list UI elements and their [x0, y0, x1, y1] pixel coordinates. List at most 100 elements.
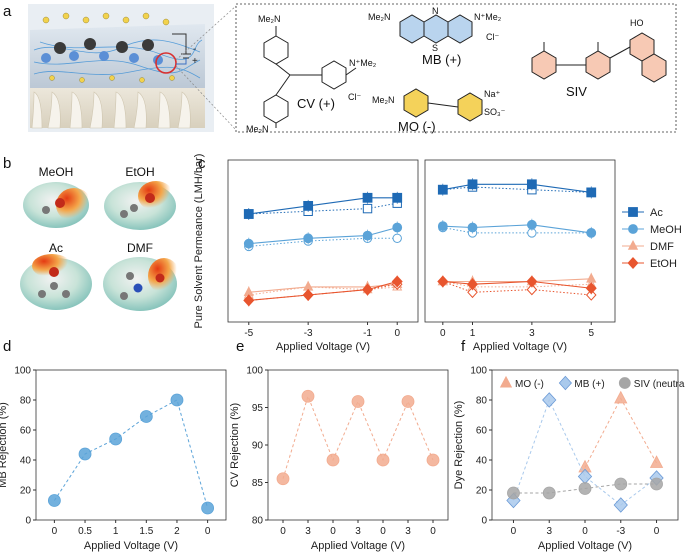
- data-point: [526, 219, 537, 230]
- solvent-particles: [42, 12, 175, 83]
- y-tick-label: 60: [20, 426, 32, 437]
- data-point: [362, 192, 373, 203]
- x-tick-label: 3: [529, 328, 535, 339]
- data-point: [578, 482, 592, 495]
- series-solid-line: [248, 197, 398, 215]
- mb-group-left: Me₂N: [368, 12, 391, 22]
- panel-label-e: e: [236, 338, 244, 355]
- x-tick-label: 0: [430, 526, 436, 537]
- series-dashed-line: [248, 202, 398, 215]
- data-point: [243, 286, 254, 297]
- data-point: [170, 393, 184, 407]
- data-point: [362, 283, 374, 296]
- esp-surfaces: MeOH EtOH Ac DMF: [20, 165, 180, 311]
- chart-c-legend: Ac MeOH DMF EtOH: [622, 207, 682, 270]
- x-tick-label: 1: [470, 328, 476, 339]
- data-point: [650, 477, 663, 491]
- data-point: [542, 392, 557, 408]
- legend-label: MO (-): [515, 379, 544, 390]
- legend-marker: [627, 239, 639, 250]
- x-tick-label: 0: [280, 526, 286, 537]
- series-dashed-line: [248, 237, 398, 247]
- legend-label: EtOH: [650, 258, 677, 270]
- y-tick-label: 80: [476, 396, 488, 407]
- data-point: [426, 453, 440, 467]
- y-tick-label: 40: [476, 456, 488, 467]
- data-point: [201, 501, 215, 515]
- cv-group-bottom: Me₂N: [246, 124, 269, 134]
- y-tick-label: 100: [14, 366, 31, 377]
- y-tick-label: 80: [252, 516, 264, 527]
- x-tick-label: -3: [616, 526, 625, 537]
- series-dashed-line: [248, 286, 398, 296]
- mo-counter-ion: Na⁺: [484, 89, 501, 99]
- series-line: [53, 399, 209, 509]
- panel-label-b: b: [3, 155, 11, 172]
- data-point: [139, 410, 153, 423]
- x-tick-label: 0: [511, 526, 517, 537]
- esp-ac-label: Ac: [49, 241, 63, 255]
- esp-meoh-label: MeOH: [39, 165, 74, 179]
- esp-etoh-label: EtOH: [125, 165, 154, 179]
- data-point: [437, 221, 448, 232]
- data-point: [351, 395, 365, 408]
- mo-group-left: Me₂N: [372, 95, 395, 105]
- esp-dmf-label: DMF: [127, 241, 153, 255]
- data-point: [243, 294, 255, 307]
- series-solid-line: [442, 183, 592, 193]
- legend-label: MB (+): [574, 379, 604, 390]
- data-point: [467, 179, 478, 190]
- highlight-circle: [155, 52, 177, 74]
- legend-marker: [628, 224, 638, 234]
- x-axis-title: Applied Voltage (V): [538, 540, 632, 552]
- cv-group-top: Me₂N: [258, 14, 281, 24]
- data-point: [392, 192, 403, 203]
- siv-structure: HO SIV: [531, 18, 667, 99]
- data-point: [301, 389, 315, 403]
- y-tick-label: 20: [20, 486, 32, 497]
- x-axis-title: Applied Voltage (V): [311, 540, 405, 552]
- y-axis-title: Pure Solvent Permeance (LMH/bar): [193, 154, 205, 329]
- data-point: [614, 390, 628, 404]
- data-point: [109, 432, 123, 446]
- dye-spheres: [41, 38, 163, 65]
- dye-structures: Me₂N Me₂N N⁺Me₂ CV (+) Cl⁻ N S Me₂N N⁺Me…: [235, 3, 677, 134]
- chart-e: 80 85 90 95 100 0 3 0 3 0 3 0 Applied Voltage (V) CV …: [229, 366, 449, 552]
- mo-group-right: SO₃⁻: [484, 107, 506, 117]
- data-point-hollow: [392, 233, 402, 244]
- zoom-guide-lower: [175, 65, 237, 131]
- data-point: [243, 238, 254, 249]
- data-point-hollow: [585, 289, 597, 301]
- legend-label: Ac: [650, 207, 663, 219]
- chart-c-right: 0 1 3 5 Applied Voltage (V): [424, 159, 616, 353]
- data-point: [326, 453, 340, 467]
- x-tick-label: 3: [355, 526, 361, 537]
- data-point: [586, 187, 597, 198]
- panel-label-d: d: [3, 338, 11, 355]
- support-pores: [31, 91, 191, 129]
- y-tick-label: 85: [252, 478, 264, 489]
- y-tick-label: 95: [252, 403, 264, 414]
- series-solid-line: [442, 224, 592, 234]
- y-axis-title: Dye Rejection (%): [453, 401, 465, 490]
- x-tick-label: 0: [380, 526, 386, 537]
- series-solid-line: [248, 280, 398, 301]
- data-point: [276, 472, 290, 486]
- data-point: [586, 272, 597, 283]
- y-tick-label: 60: [476, 426, 488, 437]
- y-axis-title: MB Rejection (%): [0, 402, 9, 488]
- mb-name: MB (+): [422, 52, 461, 67]
- x-tick-label: 5: [588, 328, 594, 339]
- series-solid-line: [442, 280, 592, 289]
- x-tick-label: 0: [654, 526, 660, 537]
- y-tick-label: 90: [252, 441, 264, 452]
- y-tick-label: 20: [476, 486, 488, 497]
- data-point: [586, 227, 597, 238]
- series-solid-line: [442, 278, 592, 283]
- legend-label: SIV (neutral): [634, 379, 685, 390]
- x-axis-title: Applied Voltage (V): [84, 540, 178, 552]
- esp-dmf: DMF: [103, 241, 180, 311]
- mo-name: MO (-): [398, 119, 436, 134]
- x-tick-label: 3: [305, 526, 311, 537]
